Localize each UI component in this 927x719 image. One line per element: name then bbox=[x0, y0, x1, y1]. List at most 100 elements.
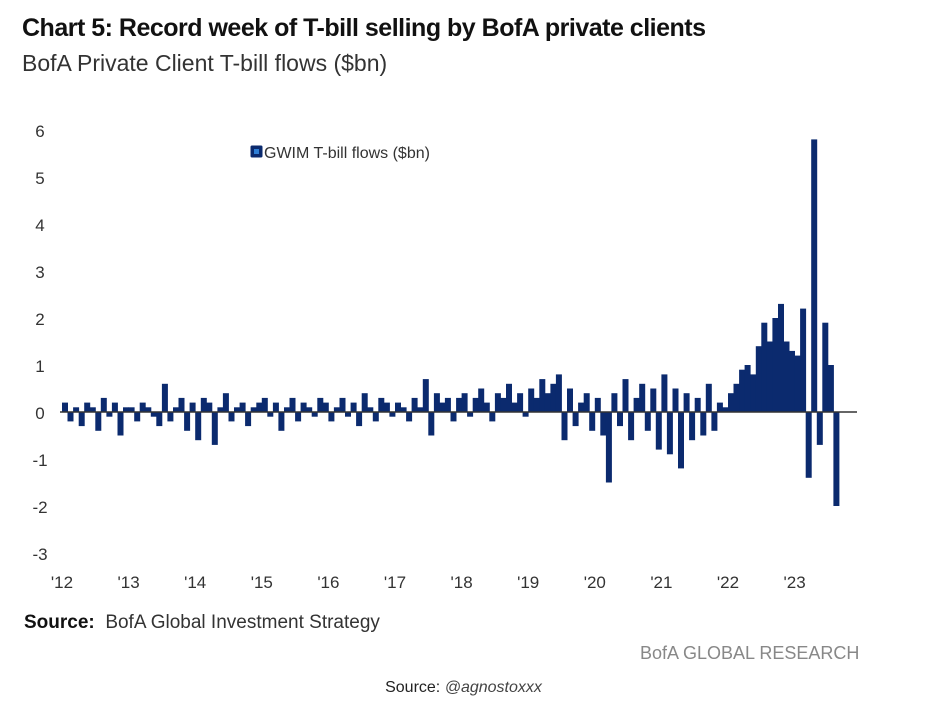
bar-2015-11 bbox=[317, 397, 324, 412]
bar-2021-7 bbox=[694, 397, 701, 412]
bar-2016-2 bbox=[333, 407, 340, 412]
bar-2016-1 bbox=[328, 412, 335, 422]
legend-swatch-inner bbox=[254, 149, 259, 154]
bar-2013-12 bbox=[189, 402, 196, 412]
bar-2013-5 bbox=[150, 412, 157, 417]
bar-2017-5 bbox=[417, 407, 424, 412]
bar-2013-9 bbox=[173, 407, 179, 412]
x-tick-label: '18 bbox=[451, 573, 473, 592]
bar-2013-4 bbox=[145, 407, 152, 412]
bar-2013-2 bbox=[134, 412, 141, 422]
bar-2012-7 bbox=[95, 412, 102, 431]
bar-2023-2 bbox=[800, 308, 807, 412]
bar-2021-1 bbox=[661, 374, 668, 412]
image-credit: Source: @agnostoxxx bbox=[0, 679, 927, 697]
credit-handle[interactable]: @agnostoxxx bbox=[444, 679, 542, 696]
bar-2021-9 bbox=[705, 383, 712, 412]
bar-2014-10 bbox=[245, 412, 252, 427]
bar-2021-2 bbox=[666, 412, 673, 455]
y-tick-label: 2 bbox=[35, 310, 44, 329]
x-tick-label: '22 bbox=[717, 573, 739, 592]
bar-2023-3 bbox=[805, 412, 812, 478]
bar-2013-1 bbox=[128, 407, 135, 412]
bar-2018-11 bbox=[517, 393, 524, 412]
x-tick-label: '14 bbox=[184, 573, 206, 592]
bar-2021-5 bbox=[683, 393, 690, 412]
bar-2012-6 bbox=[89, 407, 96, 412]
bar-2023-7 bbox=[827, 365, 834, 412]
x-tick-label: '15 bbox=[251, 573, 273, 592]
x-tick-label: '21 bbox=[650, 573, 672, 592]
bar-2019-4 bbox=[544, 393, 551, 412]
bar-2018-1 bbox=[461, 393, 468, 412]
bar-2020-11 bbox=[650, 388, 657, 412]
bar-2016-5 bbox=[350, 402, 357, 412]
bar-2019-8 bbox=[567, 388, 573, 412]
x-tick-label: '23 bbox=[784, 573, 806, 592]
bar-2015-5 bbox=[284, 407, 290, 412]
bar-2014-5 bbox=[217, 407, 224, 412]
bar-2015-8 bbox=[300, 402, 307, 412]
y-tick-label: -3 bbox=[32, 545, 47, 564]
bar-2022-5 bbox=[750, 374, 757, 412]
x-tick-label: '12 bbox=[51, 573, 73, 592]
y-tick-label: 3 bbox=[35, 263, 44, 282]
bar-2019-10 bbox=[578, 402, 585, 412]
credit-label: Source: bbox=[385, 679, 441, 696]
bar-2020-7 bbox=[628, 412, 635, 441]
bar-2022-3 bbox=[739, 369, 746, 412]
bar-2017-2 bbox=[400, 407, 407, 412]
bar-2017-1 bbox=[395, 402, 401, 412]
bar-2019-5 bbox=[550, 383, 557, 412]
bar-2023-1 bbox=[794, 355, 801, 412]
bar-2013-3 bbox=[139, 402, 146, 412]
bar-2022-11 bbox=[783, 341, 790, 412]
bar-2019-2 bbox=[533, 397, 540, 412]
bar-2012-2 bbox=[67, 412, 74, 422]
bar-2014-6 bbox=[222, 393, 229, 412]
bar-2019-9 bbox=[572, 412, 579, 427]
bar-2017-4 bbox=[411, 397, 418, 412]
bar-2021-10 bbox=[711, 412, 718, 431]
bar-2023-5 bbox=[816, 412, 823, 445]
bar-2012-9 bbox=[106, 412, 113, 417]
x-tick-label: '16 bbox=[317, 573, 339, 592]
bar-2016-11 bbox=[383, 402, 390, 412]
bar-2018-6 bbox=[489, 412, 496, 422]
bar-2023-4 bbox=[811, 139, 818, 412]
bar-2017-8 bbox=[433, 393, 440, 412]
bar-2013-11 bbox=[184, 412, 191, 431]
bar-2021-4 bbox=[678, 412, 684, 469]
bar-2016-8 bbox=[367, 407, 374, 412]
bar-2015-10 bbox=[311, 412, 318, 417]
bar-2021-12 bbox=[722, 407, 729, 412]
bar-2021-8 bbox=[700, 412, 707, 436]
bar-2018-8 bbox=[500, 397, 507, 412]
bar-2020-1 bbox=[594, 397, 601, 412]
bar-2016-6 bbox=[356, 412, 363, 427]
bar-2020-12 bbox=[655, 412, 662, 450]
bar-2021-3 bbox=[672, 388, 679, 412]
bar-2018-12 bbox=[522, 412, 529, 417]
bar-2016-10 bbox=[378, 397, 385, 412]
bar-2019-7 bbox=[561, 412, 568, 441]
bar-2014-11 bbox=[250, 407, 257, 412]
bar-2022-9 bbox=[772, 318, 779, 412]
bar-2022-6 bbox=[755, 346, 762, 412]
bar-2012-4 bbox=[78, 412, 85, 427]
bar-2015-12 bbox=[322, 402, 329, 412]
bar-2019-12 bbox=[589, 412, 596, 431]
bar-2013-7 bbox=[161, 383, 168, 412]
bar-2018-3 bbox=[472, 397, 479, 412]
bar-2020-2 bbox=[600, 412, 607, 436]
y-tick-label: 0 bbox=[35, 404, 44, 423]
bar-2016-4 bbox=[345, 412, 351, 417]
bar-2015-6 bbox=[289, 397, 296, 412]
bar-2020-6 bbox=[622, 379, 629, 412]
y-tick-label: 1 bbox=[35, 357, 44, 376]
bar-2014-2 bbox=[200, 397, 207, 412]
source-text: BofA Global Investment Strategy bbox=[105, 612, 380, 633]
bar-2020-8 bbox=[633, 397, 640, 412]
bar-2014-12 bbox=[256, 402, 263, 412]
bar-2018-10 bbox=[511, 402, 518, 412]
